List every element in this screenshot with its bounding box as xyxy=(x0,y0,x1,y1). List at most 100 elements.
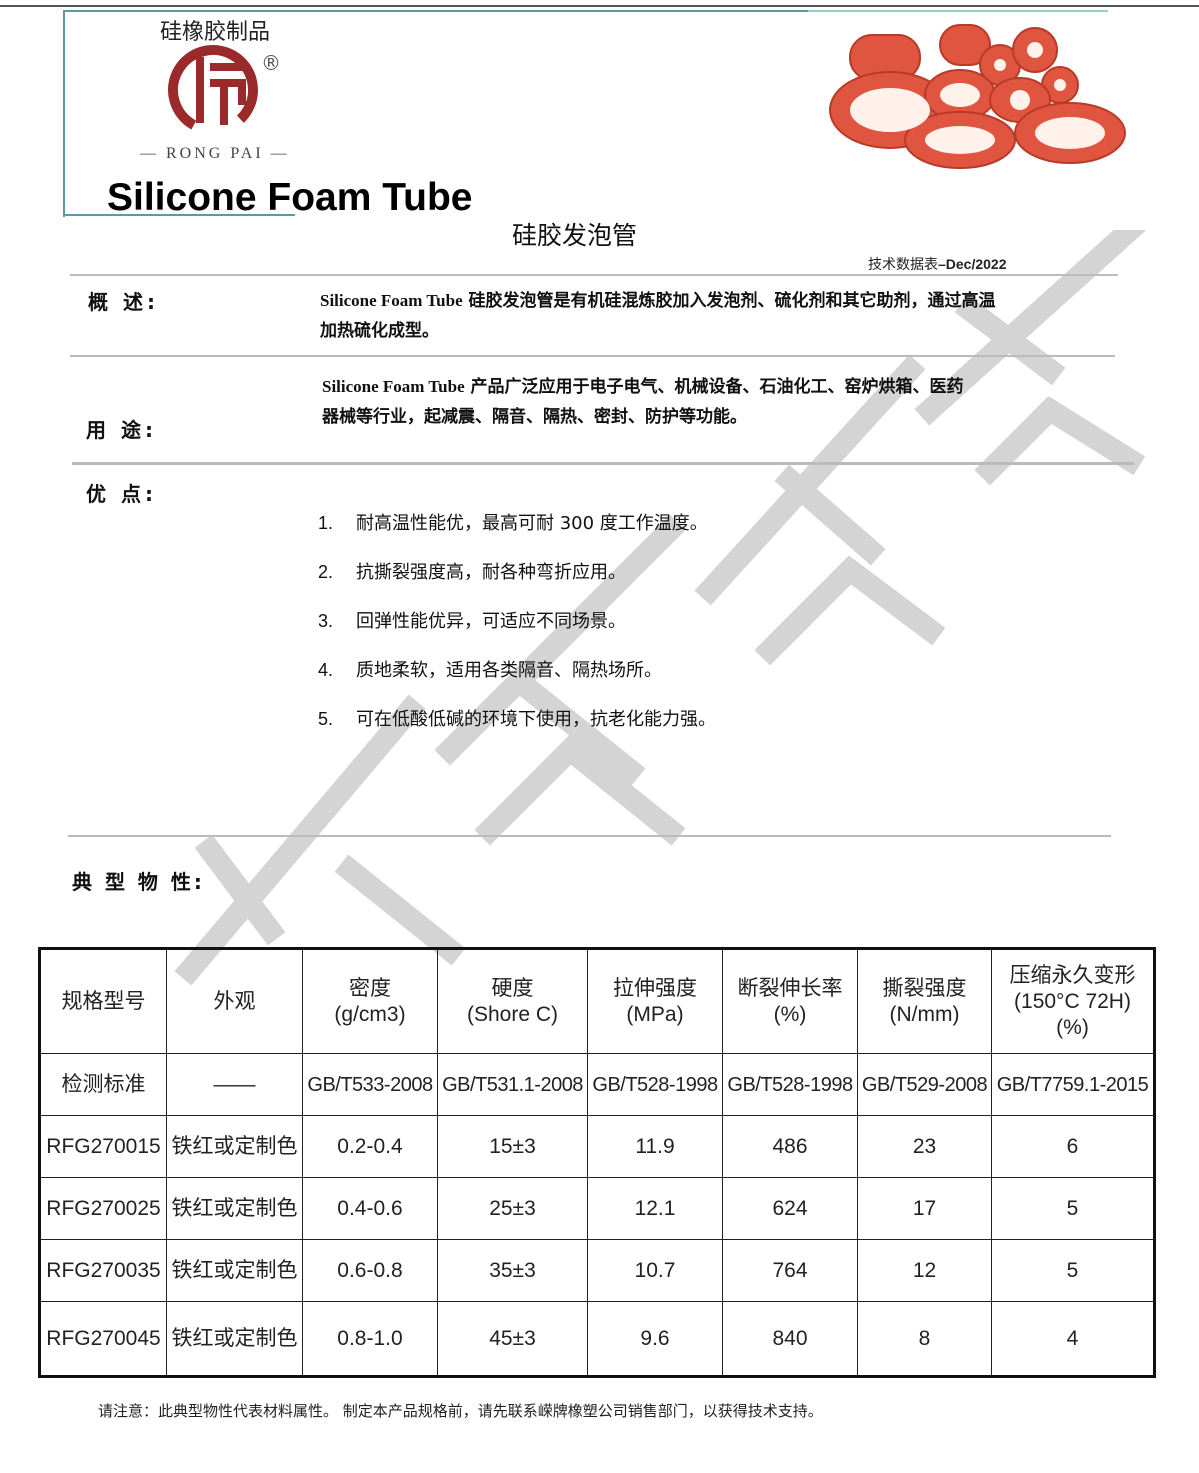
table-header-row: 规格型号 外观 密度 (g/cm3) 硬度 (Shore C) 拉伸强度 (MPa) 断裂伸长率… xyxy=(39,948,1155,1054)
list-item: 5. 可在低酸低碱的环境下使用，抗老化能力强。 xyxy=(318,706,716,755)
product-title: Silicone Foam Tube xyxy=(107,176,473,219)
overview-label: 概 述: xyxy=(88,290,159,314)
header-line: 规格型号 xyxy=(61,989,146,1013)
item-number: 5. xyxy=(318,709,334,729)
table-cell: 铁红或定制色 xyxy=(166,1239,303,1302)
header-frame xyxy=(63,10,810,217)
header-frame-bottom xyxy=(63,214,295,216)
table-cell: 17 xyxy=(857,1177,992,1240)
overview-line2: 加热硫化成型。 xyxy=(320,321,439,341)
header-line: 拉伸强度 xyxy=(613,976,697,1000)
advantages-label: 优 点: xyxy=(86,482,157,506)
divider xyxy=(70,355,1115,357)
header-line: (Shore C) xyxy=(466,1002,559,1026)
table-cell: 9.6 xyxy=(587,1301,723,1377)
header-line: (%) xyxy=(773,1002,807,1026)
list-item: 3. 回弹性能优异，可适应不同场景。 xyxy=(318,608,716,657)
item-text: 质地柔软，适用各类隔音、隔热场所。 xyxy=(356,660,662,681)
table-cell: 检测标准 xyxy=(39,1053,167,1116)
table-cell: 0.2-0.4 xyxy=(302,1115,438,1178)
registered-mark: ® xyxy=(261,51,281,75)
table-row: RFG270015 铁红或定制色 0.2-0.4 15±3 11.9 486 23 6 xyxy=(39,1115,1155,1178)
table-cell: GB/T533-2008 xyxy=(302,1053,438,1116)
header-line: 外观 xyxy=(213,989,256,1013)
item-number: 2. xyxy=(318,562,334,582)
divider xyxy=(72,462,1134,465)
header-line: 密度 xyxy=(349,976,391,1000)
list-item: 2. 抗撕裂强度高，耐各种弯折应用。 xyxy=(318,559,716,608)
header-line: (MPa) xyxy=(626,1002,684,1026)
list-item: 4. 质地柔软，适用各类隔音、隔热场所。 xyxy=(318,657,716,706)
table-cell: GB/T528-1998 xyxy=(722,1053,858,1116)
table-cell: 0.4-0.6 xyxy=(302,1177,438,1240)
table-cell: 23 xyxy=(857,1115,992,1178)
column-header: 密度 (g/cm3) xyxy=(302,948,438,1054)
header-line: (N/mm) xyxy=(889,1002,960,1026)
item-number: 4. xyxy=(318,660,334,680)
table-cell: 6 xyxy=(991,1115,1155,1178)
item-text: 耐高温性能优，最高可耐 300 度工作温度。 xyxy=(356,513,708,534)
header-line: 压缩永久变形 xyxy=(1009,963,1136,987)
item-number: 3. xyxy=(318,611,334,631)
table-cell: 8 xyxy=(857,1301,992,1377)
brand-cn: 硅橡胶制品 xyxy=(160,20,271,45)
datasheet-date: –Dec/2022 xyxy=(938,256,1007,272)
item-text: 可在低酸低碱的环境下使用，抗老化能力强。 xyxy=(356,709,716,730)
table-cell: 11.9 xyxy=(587,1115,723,1178)
product-photo xyxy=(829,24,1126,169)
header-line: 断裂伸长率 xyxy=(737,976,843,1000)
table-cell: RFG270035 xyxy=(39,1239,167,1302)
table-cell: 10.7 xyxy=(587,1239,723,1302)
table-cell: GB/T7759.1-2015 xyxy=(991,1053,1155,1116)
overview-line1: 硅胶发泡管是有机硅混炼胶加入发泡剂、硫化剂和其它助剂，通过高温 xyxy=(462,291,996,311)
table-cell: RFG270025 xyxy=(39,1177,167,1240)
table-cell: 840 xyxy=(722,1301,858,1377)
usage-label: 用 途: xyxy=(86,418,157,442)
table-row: 检测标准 —— GB/T533-2008 GB/T531.1-2008 GB/T528-… xyxy=(39,1053,1155,1116)
header-line: 硬度 xyxy=(491,976,534,1000)
table-row: RFG270035 铁红或定制色 0.6-0.8 35±3 10.7 764 12 5 xyxy=(39,1239,1155,1302)
divider xyxy=(68,835,1111,837)
header-line: (g/cm3) xyxy=(334,1002,406,1026)
datasheet-prefix: 技术数据表 xyxy=(868,257,938,273)
item-text: 回弹性能优异，可适应不同场景。 xyxy=(356,611,626,632)
column-header: 撕裂强度 (N/mm) xyxy=(857,948,992,1054)
table-cell: 764 xyxy=(722,1239,858,1302)
overview-en: Silicone Foam Tube xyxy=(320,291,463,310)
table-cell: 25±3 xyxy=(437,1177,588,1240)
table-cell: 5 xyxy=(991,1177,1155,1240)
overview-text: Silicone Foam Tube 硅胶发泡管是有机硅混炼胶加入发泡剂、硫化剂… xyxy=(320,286,1120,346)
item-text: 抗撕裂强度高，耐各种弯折应用。 xyxy=(356,562,626,583)
table-cell: 铁红或定制色 xyxy=(166,1115,303,1178)
advantages-list: 1. 耐高温性能优，最高可耐 300 度工作温度。 2. 抗撕裂强度高，耐各种弯折应… xyxy=(318,510,716,755)
table-cell: GB/T531.1-2008 xyxy=(437,1053,588,1116)
usage-line2: 器械等行业，起减震、隔音、隔热、密封、防护等功能。 xyxy=(322,407,747,427)
table-cell: 0.6-0.8 xyxy=(302,1239,438,1302)
table-cell: —— xyxy=(166,1053,303,1116)
table-cell: RFG270015 xyxy=(39,1115,167,1178)
footer-note: 请注意：此典型物性代表材料属性。 制定本产品规格前，请先联系嵘牌橡塑公司销售部门… xyxy=(98,1402,823,1420)
product-subtitle: 硅胶发泡管 xyxy=(512,221,638,250)
column-header: 规格型号 xyxy=(39,948,167,1054)
brand-logo: ® xyxy=(168,45,281,135)
column-header: 断裂伸长率 (%) xyxy=(722,948,858,1054)
table-cell: 45±3 xyxy=(437,1301,588,1377)
table-cell: 铁红或定制色 xyxy=(166,1301,303,1377)
column-header: 拉伸强度 (MPa) xyxy=(587,948,723,1054)
table-cell: 12 xyxy=(857,1239,992,1302)
column-header: 外观 xyxy=(166,948,303,1054)
item-number: 1. xyxy=(318,513,334,533)
column-header: 压缩永久变形 (150°C 72H) (%) xyxy=(991,948,1155,1054)
table-cell: RFG270045 xyxy=(39,1301,167,1377)
table-row: RFG270025 铁红或定制色 0.4-0.6 25±3 12.1 624 17 5 xyxy=(39,1177,1155,1240)
properties-table: 规格型号 外观 密度 (g/cm3) 硬度 (Shore C) 拉伸强度 (MPa) 断裂伸长率… xyxy=(38,947,1156,1378)
table-cell: 12.1 xyxy=(587,1177,723,1240)
table-cell: 15±3 xyxy=(437,1115,588,1178)
brand-en: — RONG PAI — xyxy=(140,145,290,162)
table-cell: GB/T529-2008 xyxy=(857,1053,992,1116)
usage-line1: 产品广泛应用于电子电气、机械设备、石油化工、窑炉烘箱、医药 xyxy=(464,377,964,397)
datasheet-label: 技术数据表–Dec/2022 xyxy=(868,256,1007,274)
table-cell: 624 xyxy=(722,1177,858,1240)
header-line: (150°C 72H) xyxy=(1014,989,1131,1013)
table-cell: 5 xyxy=(991,1239,1155,1302)
